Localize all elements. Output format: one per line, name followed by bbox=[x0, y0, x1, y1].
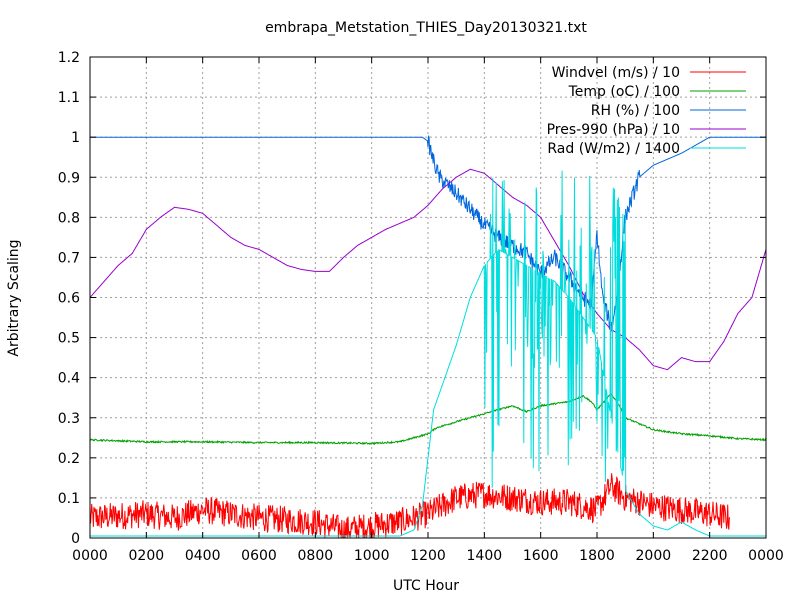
y-tick-label: 0.9 bbox=[58, 170, 80, 186]
y-axis-label: Arbitrary Scaling bbox=[6, 239, 22, 356]
x-tick-label: 1600 bbox=[523, 548, 559, 564]
x-axis-label: UTC Hour bbox=[393, 578, 459, 594]
legend-label: RH (%) / 100 bbox=[591, 103, 680, 119]
y-tick-label: 1 bbox=[71, 130, 80, 146]
legend-label: Pres-990 (hPa) / 10 bbox=[547, 122, 680, 138]
chart-title: embrapa_Metstation_THIES_Day20130321.txt bbox=[265, 20, 587, 36]
x-tick-label: 0400 bbox=[185, 548, 221, 564]
series-line-0 bbox=[89, 473, 730, 539]
y-tick-label: 0.5 bbox=[58, 331, 80, 347]
y-tick-label: 0.3 bbox=[58, 411, 80, 427]
x-tick-label: 0200 bbox=[129, 548, 165, 564]
legend-label: Windvel (m/s) / 10 bbox=[552, 65, 680, 81]
y-tick-label: 1.2 bbox=[58, 50, 80, 66]
x-tick-label: 1800 bbox=[579, 548, 615, 564]
legend-label: Temp (oC) / 100 bbox=[568, 84, 680, 100]
y-tick-label: 0 bbox=[71, 531, 80, 547]
x-tick-label: 2200 bbox=[692, 548, 728, 564]
y-tick-label: 1.1 bbox=[58, 90, 80, 106]
y-tick-label: 0.8 bbox=[58, 210, 80, 226]
legend-label: Rad (W/m2) / 1400 bbox=[547, 141, 680, 157]
x-tick-label: 1400 bbox=[467, 548, 503, 564]
x-tick-label: 0800 bbox=[298, 548, 334, 564]
series-line-2 bbox=[90, 135, 766, 335]
axis-ticks: 0 0.1 0.2 0.3 0.4 0.5 0.6 0.7 0.8 0.9 1 1.1 1.2 0000 0… bbox=[58, 50, 784, 564]
x-tick-label: 0000 bbox=[748, 548, 784, 564]
y-tick-label: 0.6 bbox=[58, 291, 80, 307]
series-line-3 bbox=[89, 168, 767, 371]
y-tick-label: 0.4 bbox=[58, 371, 80, 387]
x-tick-label: 1000 bbox=[354, 548, 390, 564]
x-tick-label: 0600 bbox=[241, 548, 277, 564]
x-tick-label: 2000 bbox=[636, 548, 672, 564]
x-tick-label: 1200 bbox=[410, 548, 446, 564]
series-line-1 bbox=[89, 392, 767, 446]
legend: Windvel (m/s) / 10 Temp (oC) / 100 RH (%) … bbox=[547, 65, 746, 157]
y-tick-label: 0.7 bbox=[58, 250, 80, 266]
y-tick-label: 0.2 bbox=[58, 451, 80, 467]
x-tick-label: 0000 bbox=[72, 548, 108, 564]
y-tick-label: 0.1 bbox=[58, 491, 80, 507]
